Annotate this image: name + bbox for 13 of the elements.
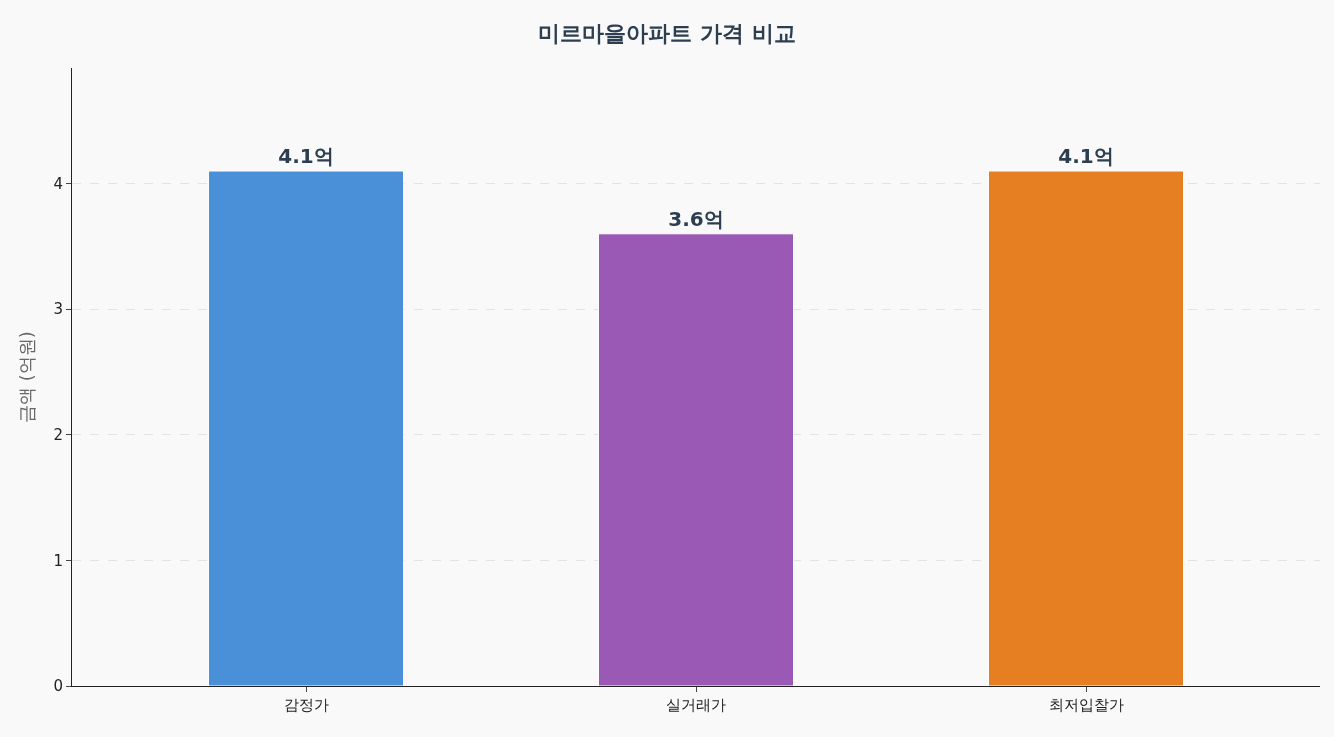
y-tick-label: 4 bbox=[53, 174, 63, 193]
y-tick-label: 2 bbox=[53, 426, 63, 445]
data-label: 4.1억 bbox=[1058, 144, 1114, 168]
y-tick-label: 0 bbox=[53, 677, 63, 696]
y-tick-label: 3 bbox=[53, 300, 63, 319]
chart-title: 미르마을아파트 가격 비교 bbox=[538, 21, 796, 47]
x-tick-label: 실거래가 bbox=[666, 696, 726, 714]
y-axis-title: 금액 (억원) bbox=[15, 331, 37, 423]
data-label: 3.6억 bbox=[668, 206, 724, 231]
x-tick-label: 감정가 bbox=[283, 696, 329, 714]
y-tick-label: 1 bbox=[53, 551, 63, 570]
x-tick-label: 최저입찰가 bbox=[1048, 696, 1124, 714]
data-label: 4.1억 bbox=[278, 144, 334, 168]
